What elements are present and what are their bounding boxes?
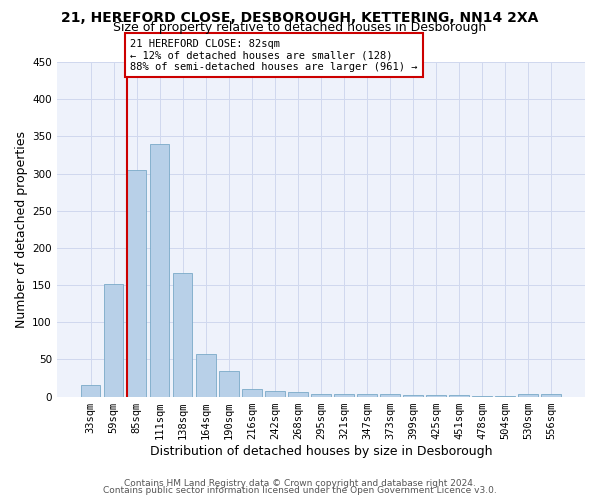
- Bar: [265, 390, 284, 396]
- Bar: [357, 394, 377, 396]
- Bar: [127, 170, 146, 396]
- Bar: [403, 395, 423, 396]
- Bar: [219, 370, 239, 396]
- Bar: [150, 144, 169, 397]
- Bar: [380, 394, 400, 396]
- Bar: [541, 394, 561, 396]
- Bar: [288, 392, 308, 396]
- Bar: [242, 389, 262, 396]
- Bar: [196, 354, 215, 397]
- Bar: [334, 394, 354, 396]
- Bar: [173, 273, 193, 396]
- Text: 21 HEREFORD CLOSE: 82sqm
← 12% of detached houses are smaller (128)
88% of semi-: 21 HEREFORD CLOSE: 82sqm ← 12% of detach…: [130, 38, 418, 72]
- Bar: [81, 384, 100, 396]
- Y-axis label: Number of detached properties: Number of detached properties: [15, 131, 28, 328]
- Text: Contains HM Land Registry data © Crown copyright and database right 2024.: Contains HM Land Registry data © Crown c…: [124, 478, 476, 488]
- Text: 21, HEREFORD CLOSE, DESBOROUGH, KETTERING, NN14 2XA: 21, HEREFORD CLOSE, DESBOROUGH, KETTERIN…: [61, 12, 539, 26]
- Text: Size of property relative to detached houses in Desborough: Size of property relative to detached ho…: [113, 21, 487, 34]
- Text: Contains public sector information licensed under the Open Government Licence v3: Contains public sector information licen…: [103, 486, 497, 495]
- Bar: [449, 395, 469, 396]
- Bar: [104, 284, 124, 397]
- Bar: [311, 394, 331, 396]
- X-axis label: Distribution of detached houses by size in Desborough: Distribution of detached houses by size …: [149, 444, 492, 458]
- Bar: [426, 395, 446, 396]
- Bar: [518, 394, 538, 396]
